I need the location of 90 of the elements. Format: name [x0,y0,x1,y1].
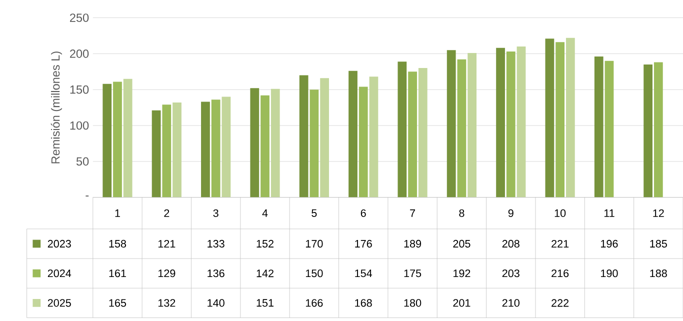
data-label: 165 [109,299,126,307]
legend-label: 2023 [48,240,71,248]
data-label: 121 [158,240,176,248]
bar [369,76,378,198]
data-label: 140 [208,299,224,307]
x-tick-label: 1 [115,210,120,218]
legend-label: 2024 [48,270,72,278]
x-tick-label: 7 [410,210,415,218]
bar [594,56,604,198]
y-tick-label: 50 [76,157,89,166]
data-label: 176 [355,240,372,248]
data-label: 222 [552,299,569,307]
data-label: 168 [355,299,372,307]
data-label: 136 [208,270,224,278]
y-tick-label: 150 [70,86,89,94]
bar [604,61,614,198]
bar [457,60,466,198]
bar [201,102,210,198]
data-label: 170 [306,240,323,248]
bar [113,82,122,198]
data-label: 129 [158,270,176,278]
data-label: 208 [502,240,520,248]
data-label: 150 [306,270,323,278]
data-label: 152 [256,240,274,248]
x-tick-label: 4 [262,210,268,218]
data-label: 161 [109,270,126,278]
data-label: 210 [502,299,520,307]
y-tick-label: 200 [70,50,89,58]
data-label: 221 [552,240,569,248]
bar [556,42,564,198]
data-label: 192 [454,270,470,278]
data-label: 175 [404,270,422,278]
data-label: 142 [256,270,274,278]
bar [348,71,358,198]
bar [162,104,172,198]
y-tick-label: 100 [70,121,89,130]
x-tick-label: 5 [312,210,317,218]
bar [152,110,161,198]
bar [102,84,112,198]
data-label: 201 [453,299,470,307]
x-tick-label: 3 [213,209,218,218]
bar [408,72,417,198]
x-tick-label: 2 [164,210,170,218]
bar [172,102,182,198]
data-label: 196 [601,240,618,248]
x-tick-label: 8 [459,209,464,218]
bar [299,75,308,198]
x-tick-label: 12 [653,210,664,218]
bar [398,62,407,198]
data-label: 189 [404,240,422,248]
data-label: 190 [601,270,618,278]
bar [260,95,270,198]
bar [506,52,516,198]
bar [222,96,231,198]
bar [516,46,526,198]
data-label: 203 [502,270,520,278]
y-tick-label: 250 [70,14,89,22]
x-tick-label: 11 [604,210,614,218]
data-label: 151 [256,299,274,307]
bar [270,89,280,198]
x-tick-label: 10 [554,209,566,218]
data-label: 180 [404,299,422,307]
legend-label: 2025 [48,299,71,307]
bar [310,90,319,198]
bar [250,88,260,198]
y-axis-title: Remisión (millones L) [50,52,62,164]
bar [644,64,652,198]
data-label: 132 [158,299,176,307]
data-label: 185 [650,240,667,248]
bar [654,62,663,198]
x-tick-label: 9 [508,209,514,218]
bar [320,78,329,198]
x-tick-label: 6 [360,209,366,218]
data-label: 166 [306,299,323,307]
bar [545,38,554,198]
data-label: 205 [453,240,470,248]
bar [496,48,505,198]
data-label: 188 [650,270,667,278]
data-label: 154 [355,270,372,278]
bar [123,78,132,198]
bar [211,100,220,198]
bar [468,53,477,198]
bar [566,38,575,198]
bar [358,86,368,198]
y-tick-label: - [86,196,89,197]
bar [446,50,456,198]
data-label: 216 [552,270,569,278]
data-label: 133 [208,240,224,248]
bar [418,68,428,198]
data-label: 158 [109,240,126,248]
